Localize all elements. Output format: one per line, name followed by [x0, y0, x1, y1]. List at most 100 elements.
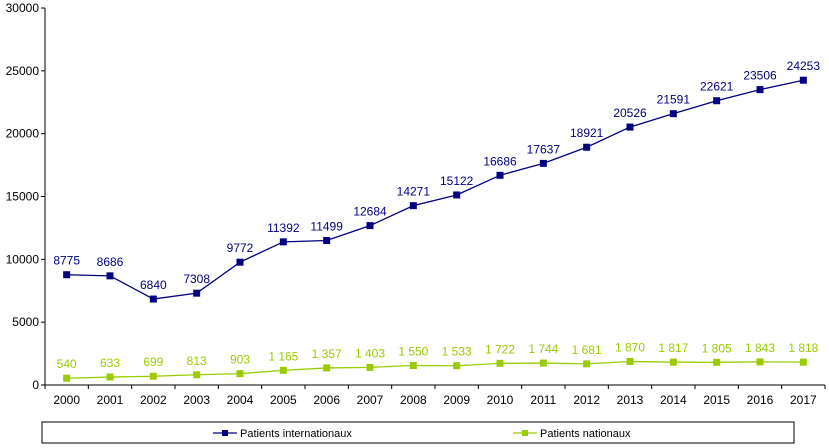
data-label: 1 817	[658, 341, 688, 355]
data-label: 1 550	[398, 345, 428, 359]
data-label: 1 744	[528, 342, 558, 356]
data-point	[279, 366, 287, 374]
y-tick-label: 5000	[12, 315, 39, 329]
y-tick-label: 25000	[6, 64, 40, 78]
data-point	[236, 258, 244, 266]
data-point	[626, 358, 634, 366]
y-tick-label: 30000	[6, 1, 40, 15]
x-tick-label: 2010	[487, 393, 514, 407]
legend-box	[41, 421, 795, 444]
data-label: 11392	[267, 221, 300, 235]
data-point	[453, 191, 461, 199]
legend-entry: Patients nationaux	[513, 428, 631, 440]
x-tick-label: 2017	[790, 393, 817, 407]
legend-swatch-marker	[522, 430, 528, 436]
series-layer: 8775 8686 6840 7308 9772 11392 11499 12684 14271…	[53, 59, 821, 382]
data-label: 1 870	[615, 341, 645, 355]
data-label: 6840	[140, 278, 167, 292]
x-tick-label: 2013	[617, 393, 644, 407]
y-tick-label: 10000	[6, 252, 40, 266]
y-tick-label: 15000	[6, 190, 40, 204]
data-point	[366, 222, 374, 230]
data-point	[193, 289, 201, 297]
data-point	[756, 358, 764, 366]
data-point	[106, 272, 114, 280]
x-tick-label: 2005	[270, 393, 297, 407]
data-point	[496, 359, 504, 367]
legend-swatch-marker	[222, 430, 228, 436]
data-label: 20526	[613, 106, 647, 120]
data-point	[539, 159, 547, 167]
series-patients-internationaux: 8775 8686 6840 7308 9772 11392 11499 12684 14271…	[53, 59, 821, 303]
y-tick-label: 0	[32, 378, 39, 392]
data-point	[279, 238, 287, 246]
data-point	[583, 143, 591, 151]
data-label: 24253	[787, 59, 821, 73]
data-label: 8775	[53, 254, 80, 268]
axes: 0 5000 10000 15000 20000 25000 30000 2000 2001 20…	[6, 1, 826, 407]
data-point	[106, 373, 114, 381]
data-label: 813	[187, 354, 207, 368]
x-tick-label: 2009	[443, 393, 470, 407]
data-label: 15122	[440, 174, 474, 188]
series-line	[66, 360, 804, 379]
x-tick-label: 2004	[227, 393, 254, 407]
data-point	[323, 236, 331, 244]
x-tick-label: 2006	[313, 393, 340, 407]
data-point	[193, 371, 201, 379]
data-point	[236, 370, 244, 378]
data-point	[669, 358, 677, 366]
data-point	[409, 202, 417, 210]
data-point	[323, 364, 331, 372]
x-tick-label: 2008	[400, 393, 427, 407]
y-tick-label: 20000	[6, 127, 40, 141]
data-label: 1 681	[572, 343, 602, 357]
data-point	[63, 374, 71, 382]
data-label: 8686	[97, 255, 124, 269]
data-label: 633	[100, 356, 120, 370]
data-point	[366, 363, 374, 371]
data-point	[799, 358, 807, 366]
x-tick-label: 2003	[183, 393, 210, 407]
data-point	[713, 97, 721, 105]
data-point	[63, 271, 71, 279]
data-label: 7308	[183, 272, 210, 286]
data-label: 23506	[743, 69, 777, 83]
data-label: 1 357	[312, 347, 342, 361]
data-label: 18921	[570, 126, 604, 140]
data-label: 540	[57, 357, 77, 371]
data-label: 22621	[700, 80, 734, 94]
data-point	[626, 123, 634, 131]
x-tick-label: 2000	[53, 393, 80, 407]
data-label: 1 818	[788, 341, 818, 355]
data-label: 17637	[527, 142, 561, 156]
x-tick-label: 2015	[703, 393, 730, 407]
data-label: 1 533	[442, 345, 472, 359]
legend-label: Patients nationaux	[540, 428, 631, 440]
legend-label: Patients internationaux	[240, 428, 352, 440]
data-label: 14271	[397, 185, 431, 199]
data-label: 1 843	[745, 341, 775, 355]
data-label: 11499	[310, 219, 343, 233]
data-label: 903	[230, 353, 250, 367]
data-label: 1 403	[355, 346, 385, 360]
data-label: 16686	[483, 154, 517, 168]
data-label: 1 722	[485, 342, 515, 356]
x-tick-label: 2014	[660, 393, 687, 407]
data-label: 9772	[227, 241, 254, 255]
x-tick-label: 2011	[530, 393, 556, 407]
x-tick-label: 2001	[97, 393, 124, 407]
data-point	[409, 362, 417, 370]
data-point	[799, 76, 807, 84]
data-label: 21591	[657, 93, 691, 107]
series-line	[66, 79, 804, 300]
data-point	[453, 362, 461, 370]
data-label: 699	[143, 355, 163, 369]
data-point	[669, 110, 677, 118]
x-tick-label: 2016	[747, 393, 774, 407]
legend: Patients internationaux Patients nationau…	[41, 421, 795, 444]
data-label: 1 165	[268, 349, 298, 363]
data-point	[149, 372, 157, 380]
data-point	[496, 171, 504, 179]
